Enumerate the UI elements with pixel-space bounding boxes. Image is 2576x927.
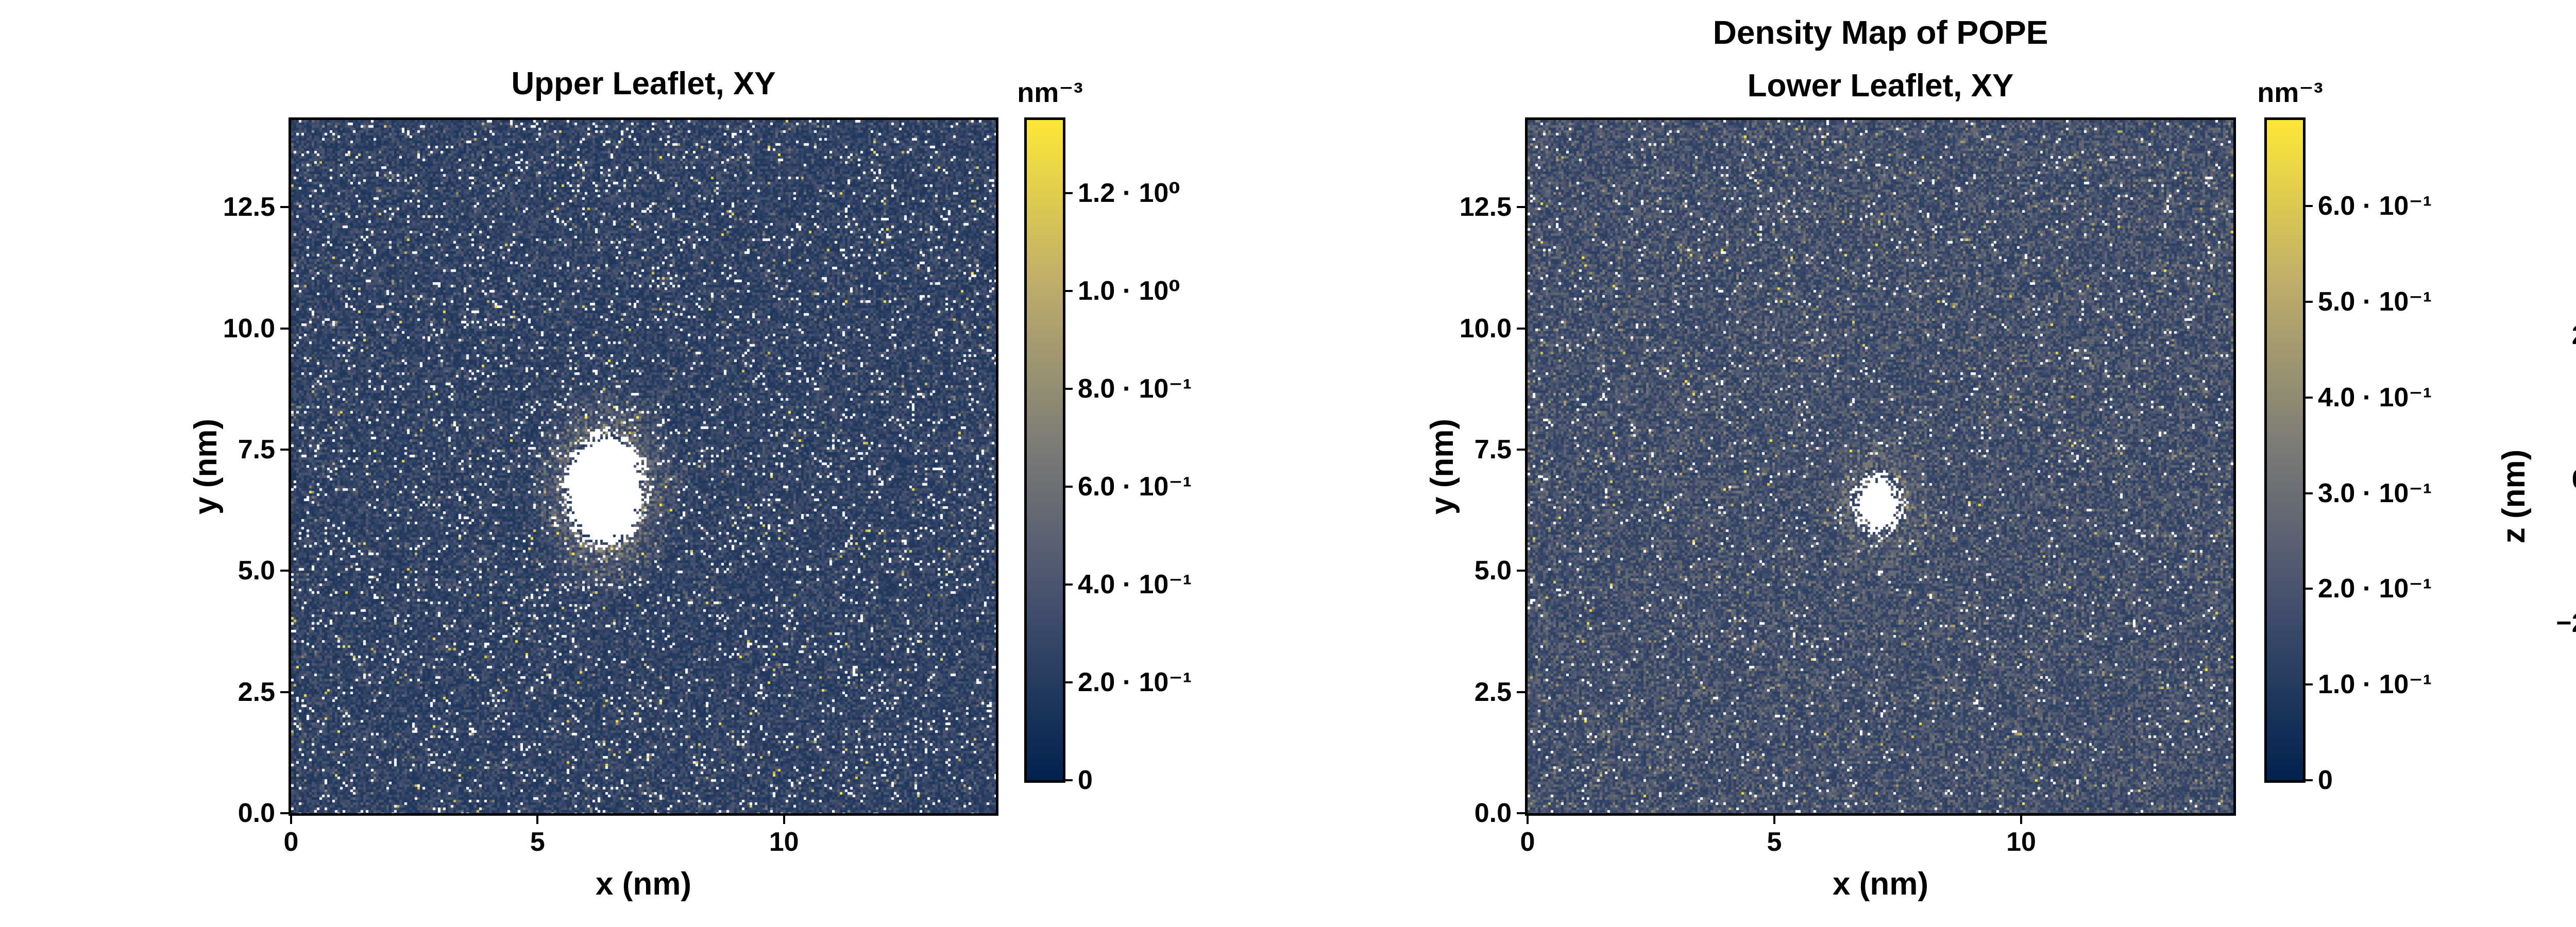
y-tick-label: 7.5 [238, 435, 275, 465]
y-tick-mark [280, 449, 289, 451]
x-tick-label: 10 [769, 827, 799, 857]
colorbar-tick-label: 6.0 · 10⁻¹ [2318, 191, 2432, 221]
y-tick-label: 7.5 [1474, 435, 1512, 465]
y-tick-label: 10.0 [1459, 313, 1512, 344]
colorbar-canvas-lower-leaflet [2267, 120, 2303, 780]
y-tick-label: 12.5 [223, 192, 275, 222]
y-tick-label: −2.5 [2556, 608, 2576, 638]
colorbar-tick-mark [2306, 683, 2313, 686]
x-tick-label: 0.0 [2563, 791, 2576, 823]
x-axis-label-upper-leaflet: x (nm) [596, 866, 691, 902]
x-axis-label-lower-leaflet: x (nm) [1833, 866, 1928, 902]
y-axis-label-text: y (nm) [1425, 419, 1460, 514]
x-tick-label: 5 [1767, 827, 1782, 857]
y-tick-mark [1517, 206, 1525, 209]
y-tick-label: 10.0 [223, 313, 275, 344]
x-tick-mark [1527, 816, 1529, 824]
heatmap-lower-leaflet [1525, 117, 2236, 816]
y-tick-mark [280, 570, 289, 572]
colorbar-tick-label: 5.0 · 10⁻¹ [2318, 287, 2432, 317]
colorbar-tick-mark [1065, 583, 1073, 586]
x-tick-mark [536, 816, 539, 824]
y-tick-mark [280, 691, 289, 693]
colorbar-tick-label: 3.0 · 10⁻¹ [2318, 478, 2432, 508]
colorbar-tick-label: 6.0 · 10⁻¹ [1078, 472, 1192, 502]
y-tick-label: 0.0 [2485, 464, 2576, 495]
colorbar-tick-label: 1.0 · 10⁰ [1078, 276, 1181, 306]
colorbar-unit-label-upper-leaflet: nm⁻³ [1017, 77, 1083, 108]
y-tick-label: 12.5 [1459, 192, 1512, 222]
x-tick-label: 0 [283, 827, 299, 857]
heatmap-canvas-lower-leaflet [1528, 120, 2233, 813]
y-tick-label: 5.0 [238, 556, 275, 586]
x-tick-mark [783, 816, 785, 824]
y-tick-mark [1517, 327, 1525, 330]
y-tick-label: 0.0 [1474, 798, 1512, 828]
x-tick-label: 10 [2006, 827, 2036, 857]
colorbar-tick-label: 4.0 · 10⁻¹ [2318, 382, 2432, 413]
colorbar-tick-label: 4.0 · 10⁻¹ [1078, 570, 1192, 600]
y-tick-mark [280, 206, 289, 209]
y-tick-mark [280, 327, 289, 330]
colorbar-tick-mark [2306, 779, 2313, 781]
x-tick-mark [2020, 816, 2023, 824]
colorbar-tick-mark [1065, 388, 1073, 390]
y-tick-label: 0.0 [238, 798, 275, 828]
x-tick-label: 0 [1520, 827, 1535, 857]
y-tick-label: 2.5 [1474, 677, 1512, 707]
y-tick-label: 2.5 [238, 677, 275, 707]
colorbar-tick-mark [2306, 396, 2313, 399]
heatmap-upper-leaflet [289, 117, 998, 816]
x-tick-mark [1773, 816, 1776, 824]
x-tick-label: 5 [530, 827, 545, 857]
colorbar-tick-mark [1065, 486, 1073, 488]
y-axis-label-text: y (nm) [188, 419, 224, 514]
x-tick-mark [290, 816, 292, 824]
y-tick-mark [1517, 449, 1525, 451]
colorbar-tick-mark [2306, 492, 2313, 494]
colorbar-tick-label: 8.0 · 10⁻¹ [1078, 374, 1192, 404]
colorbar-tick-mark [2306, 205, 2313, 208]
panel-title-lower-leaflet: Lower Leaflet, XY [1747, 68, 2014, 104]
colorbar-tick-mark [1065, 681, 1073, 684]
colorbar-tick-mark [1065, 779, 1073, 781]
y-tick-mark [1517, 812, 1525, 814]
colorbar-tick-mark [2306, 588, 2313, 590]
panel-title-upper-leaflet: Upper Leaflet, XY [511, 66, 776, 101]
y-tick-label: 5.0 [1474, 556, 1512, 586]
y-tick-mark [1517, 570, 1525, 572]
y-tick-mark [1517, 691, 1525, 693]
colorbar-canvas-upper-leaflet [1027, 120, 1063, 780]
heatmap-canvas-upper-leaflet [291, 120, 996, 813]
colorbar-tick-mark [1065, 192, 1073, 195]
colorbar-lower-leaflet [2264, 117, 2306, 783]
figure-title: Density Map of POPE [1713, 14, 2048, 51]
y-tick-label: 2.5 [2485, 319, 2576, 351]
y-tick-mark [280, 812, 289, 814]
colorbar-tick-label: 0 [2318, 765, 2333, 795]
colorbar-tick-label: 1.0 · 10⁻¹ [2318, 670, 2432, 700]
colorbar-tick-label: 2.0 · 10⁻¹ [2318, 574, 2432, 604]
colorbar-upper-leaflet [1024, 117, 1065, 783]
colorbar-tick-label: 0 [1078, 765, 1093, 795]
colorbar-unit-label-lower-leaflet: nm⁻³ [2257, 77, 2323, 108]
colorbar-tick-mark [2306, 301, 2313, 303]
colorbar-tick-label: 2.0 · 10⁻¹ [1078, 667, 1192, 698]
colorbar-tick-label: 1.2 · 10⁰ [1078, 178, 1181, 209]
colorbar-tick-mark [1065, 290, 1073, 293]
